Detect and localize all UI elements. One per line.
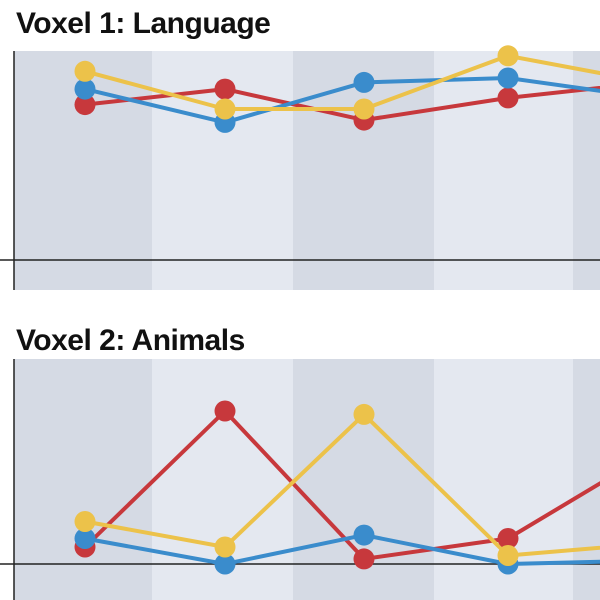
series-2-point: [214, 553, 236, 575]
series-3-point: [353, 403, 375, 425]
series-2-point: [353, 71, 375, 93]
series-3-point: [353, 98, 375, 120]
series-3-point: [214, 536, 236, 558]
series-1-point: [497, 87, 519, 109]
line-chart-voxel-2: [0, 359, 600, 600]
series-2-point: [353, 524, 375, 546]
series-2-point: [74, 78, 96, 100]
series-3-point: [497, 545, 519, 566]
series-3-point: [497, 45, 519, 67]
series-3-point: [74, 60, 96, 82]
series-3-point: [74, 511, 96, 532]
series-1-point: [214, 400, 236, 422]
chart-title-voxel-2: Voxel 2: Animals: [16, 324, 245, 357]
line-chart-voxel-1: [0, 45, 600, 290]
series-1-point: [353, 548, 375, 570]
background-band: [14, 359, 152, 600]
series-3-point: [214, 98, 236, 120]
series-2-point: [497, 67, 519, 89]
series-1-point: [74, 94, 96, 116]
background-band: [573, 359, 600, 600]
chart-panel-voxel-2: Voxel 2: Animals: [0, 315, 600, 600]
chart-title-voxel-1: Voxel 1: Language: [16, 7, 271, 40]
series-1-point: [497, 528, 519, 549]
series-2-point: [74, 528, 96, 549]
series-1-point: [214, 78, 236, 100]
chart-panel-voxel-1: Voxel 1: Language: [0, 0, 600, 290]
